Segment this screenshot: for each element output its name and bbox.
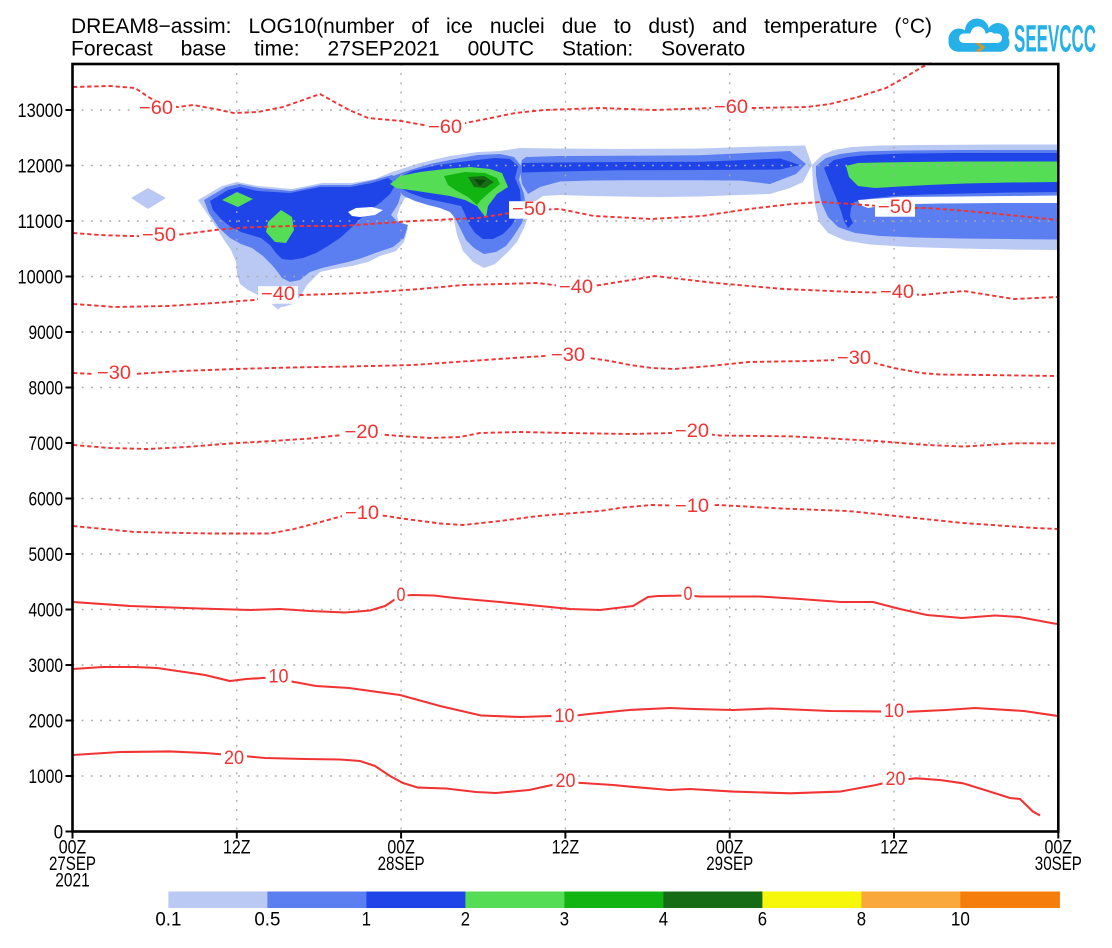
svg-text:Forecast base time: 27SEP2021: Forecast base time: 27SEP2021 00UTC Stat… — [71, 38, 745, 61]
svg-text:−40: −40 — [559, 277, 593, 298]
svg-text:−50: −50 — [142, 225, 176, 246]
svg-text:6: 6 — [758, 909, 767, 931]
svg-text:4: 4 — [659, 909, 668, 931]
svg-text:4000: 4000 — [29, 600, 64, 622]
svg-text:−40: −40 — [261, 284, 295, 305]
svg-text:3: 3 — [560, 909, 569, 931]
svg-text:10: 10 — [555, 706, 575, 727]
svg-text:−60: −60 — [428, 117, 462, 138]
svg-text:9000: 9000 — [29, 322, 64, 344]
svg-text:12Z: 12Z — [552, 837, 580, 859]
svg-text:13000: 13000 — [18, 100, 64, 122]
svg-text:0.5: 0.5 — [254, 909, 280, 931]
svg-text:−30: −30 — [551, 345, 585, 366]
svg-text:10000: 10000 — [18, 267, 64, 289]
svg-text:−50: −50 — [878, 197, 912, 218]
svg-text:−30: −30 — [97, 363, 131, 384]
svg-text:00Z: 00Z — [1045, 837, 1073, 859]
svg-text:−60: −60 — [714, 97, 748, 118]
svg-text:12Z: 12Z — [880, 837, 908, 859]
svg-text:11000: 11000 — [18, 211, 64, 233]
svg-text:6000: 6000 — [29, 489, 64, 511]
svg-text:20: 20 — [886, 769, 906, 790]
svg-text:12Z: 12Z — [223, 837, 251, 859]
svg-text:2000: 2000 — [29, 711, 64, 733]
svg-text:8: 8 — [857, 909, 866, 931]
svg-text:10: 10 — [884, 701, 904, 722]
svg-text:0: 0 — [54, 822, 63, 844]
svg-text:00Z: 00Z — [387, 837, 415, 859]
svg-text:1: 1 — [362, 909, 371, 931]
svg-text:0: 0 — [397, 585, 406, 606]
svg-text:10: 10 — [269, 666, 289, 687]
svg-text:7000: 7000 — [29, 433, 64, 455]
svg-text:30SEP: 30SEP — [1035, 853, 1082, 875]
svg-text:27SEP: 27SEP — [49, 853, 96, 875]
svg-text:−30: −30 — [837, 348, 871, 369]
svg-text:20: 20 — [224, 748, 244, 769]
svg-text:3000: 3000 — [29, 655, 64, 677]
svg-text:28SEP: 28SEP — [378, 853, 425, 875]
svg-text:−20: −20 — [675, 421, 709, 442]
svg-text:8000: 8000 — [29, 378, 64, 400]
svg-text:1000: 1000 — [29, 766, 64, 788]
svg-text:12000: 12000 — [18, 156, 64, 178]
svg-text:DREAM8−assim: LOG10(number of: DREAM8−assim: LOG10(number of ice nuclei… — [71, 15, 932, 38]
svg-text:−40: −40 — [880, 282, 914, 303]
svg-text:−10: −10 — [675, 496, 709, 517]
svg-text:29SEP: 29SEP — [706, 853, 753, 875]
svg-text:2: 2 — [461, 909, 470, 931]
svg-text:SEEVCCC: SEEVCCC — [1014, 19, 1096, 61]
svg-text:20: 20 — [556, 771, 576, 792]
svg-text:0: 0 — [684, 584, 693, 605]
svg-text:10: 10 — [951, 909, 970, 931]
svg-text:5000: 5000 — [29, 544, 64, 566]
svg-text:−20: −20 — [345, 422, 379, 443]
svg-text:−60: −60 — [139, 98, 173, 119]
svg-text:−10: −10 — [345, 503, 379, 524]
svg-text:00Z: 00Z — [59, 837, 87, 859]
svg-text:2021: 2021 — [55, 870, 90, 892]
svg-text:00Z: 00Z — [716, 837, 744, 859]
svg-text:0.1: 0.1 — [155, 909, 181, 931]
svg-text:−50: −50 — [512, 199, 546, 220]
